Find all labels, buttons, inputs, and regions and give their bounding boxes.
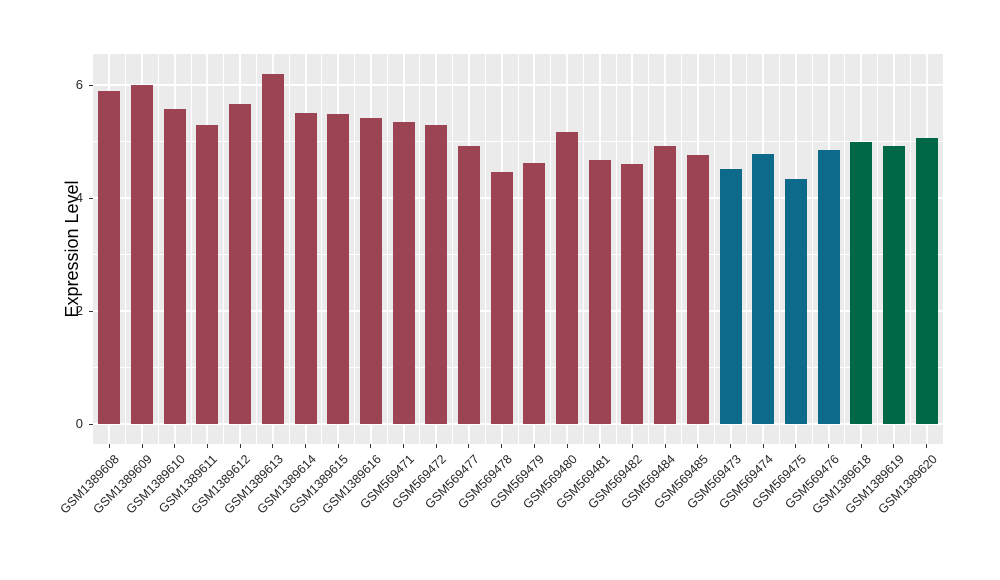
x-tick bbox=[599, 444, 601, 448]
bar-GSM569478 bbox=[490, 172, 513, 425]
v-minor-gridline bbox=[354, 54, 356, 444]
v-minor-gridline bbox=[125, 54, 127, 444]
v-minor-gridline bbox=[909, 54, 911, 444]
bar-GSM1389613 bbox=[261, 73, 284, 425]
y-tick bbox=[89, 423, 93, 425]
bar-GSM1389614 bbox=[294, 113, 317, 425]
bar-GSM1389618 bbox=[850, 142, 873, 425]
y-tick bbox=[89, 197, 93, 199]
v-minor-gridline bbox=[255, 54, 257, 444]
v-minor-gridline bbox=[223, 54, 225, 444]
y-tick-label: 6 bbox=[75, 77, 83, 93]
v-minor-gridline bbox=[288, 54, 290, 444]
bar-GSM569481 bbox=[588, 159, 611, 425]
bar-GSM1389609 bbox=[131, 84, 154, 425]
v-minor-gridline bbox=[517, 54, 519, 444]
v-minor-gridline bbox=[680, 54, 682, 444]
v-minor-gridline bbox=[648, 54, 650, 444]
h-minor-gridline bbox=[93, 254, 943, 256]
x-tick bbox=[108, 444, 110, 448]
bar-GSM569485 bbox=[686, 155, 709, 425]
x-tick bbox=[730, 444, 731, 448]
bar-GSM1389615 bbox=[327, 114, 350, 425]
bar-GSM1389612 bbox=[229, 103, 252, 425]
x-tick bbox=[631, 444, 633, 448]
bar-GSM1389610 bbox=[163, 109, 186, 425]
v-minor-gridline bbox=[582, 54, 584, 444]
x-tick bbox=[926, 444, 928, 448]
bar-GSM569476 bbox=[817, 150, 840, 425]
x-tick bbox=[893, 444, 895, 448]
h-major-gridline bbox=[93, 310, 943, 313]
h-major-gridline bbox=[93, 197, 943, 200]
bar-GSM569473 bbox=[719, 168, 742, 425]
h-major-gridline bbox=[93, 84, 943, 87]
v-minor-gridline bbox=[550, 54, 552, 444]
bar-GSM1389619 bbox=[882, 146, 905, 425]
x-tick bbox=[435, 444, 437, 448]
y-tick bbox=[89, 310, 93, 312]
x-tick bbox=[305, 444, 306, 448]
bar-GSM569474 bbox=[752, 154, 775, 425]
bar-GSM569475 bbox=[784, 179, 807, 425]
x-tick bbox=[533, 444, 535, 448]
bar-GSM569471 bbox=[392, 121, 415, 425]
y-tick bbox=[89, 84, 93, 86]
x-tick bbox=[762, 444, 764, 448]
x-tick bbox=[501, 444, 503, 448]
v-minor-gridline bbox=[746, 54, 748, 444]
v-minor-gridline bbox=[779, 54, 781, 444]
v-minor-gridline bbox=[877, 54, 879, 444]
bar-GSM569479 bbox=[523, 163, 546, 425]
bar-GSM569480 bbox=[556, 132, 579, 425]
bar-GSM1389608 bbox=[98, 90, 121, 425]
v-minor-gridline bbox=[844, 54, 846, 444]
x-tick bbox=[239, 444, 241, 448]
h-major-gridline bbox=[93, 423, 943, 426]
x-tick bbox=[206, 444, 208, 448]
x-tick bbox=[272, 444, 274, 448]
v-minor-gridline bbox=[713, 54, 715, 444]
v-minor-gridline bbox=[190, 54, 192, 444]
y-axis-title: Expression Level bbox=[62, 180, 82, 318]
x-tick bbox=[337, 444, 339, 448]
bar-GSM569484 bbox=[654, 146, 677, 425]
v-minor-gridline bbox=[811, 54, 813, 444]
plot-panel bbox=[93, 54, 943, 444]
x-tick bbox=[860, 444, 862, 448]
x-tick bbox=[174, 444, 176, 448]
x-tick bbox=[828, 444, 830, 448]
v-minor-gridline bbox=[452, 54, 454, 444]
v-minor-gridline bbox=[386, 54, 388, 444]
bar-GSM1389616 bbox=[359, 118, 382, 425]
y-tick-label: 0 bbox=[75, 416, 83, 432]
x-tick bbox=[468, 444, 470, 448]
x-tick bbox=[697, 444, 699, 448]
h-minor-gridline bbox=[93, 367, 943, 369]
bar-GSM569482 bbox=[621, 163, 644, 425]
bar-GSM1389611 bbox=[196, 124, 219, 425]
x-tick bbox=[566, 444, 568, 448]
bar-GSM1389620 bbox=[915, 138, 938, 425]
bar-GSM569477 bbox=[457, 145, 480, 425]
bar-GSM569472 bbox=[425, 124, 448, 425]
h-minor-gridline bbox=[93, 141, 943, 143]
v-minor-gridline bbox=[615, 54, 617, 444]
y-tick-label: 4 bbox=[75, 190, 83, 206]
v-minor-gridline bbox=[321, 54, 323, 444]
v-minor-gridline bbox=[419, 54, 421, 444]
x-tick bbox=[664, 444, 666, 448]
v-minor-gridline bbox=[484, 54, 486, 444]
x-tick bbox=[403, 444, 405, 448]
x-tick bbox=[370, 444, 372, 448]
v-minor-gridline bbox=[157, 54, 159, 444]
y-tick-label: 2 bbox=[75, 303, 83, 319]
x-tick bbox=[141, 444, 143, 448]
x-tick bbox=[795, 444, 797, 448]
